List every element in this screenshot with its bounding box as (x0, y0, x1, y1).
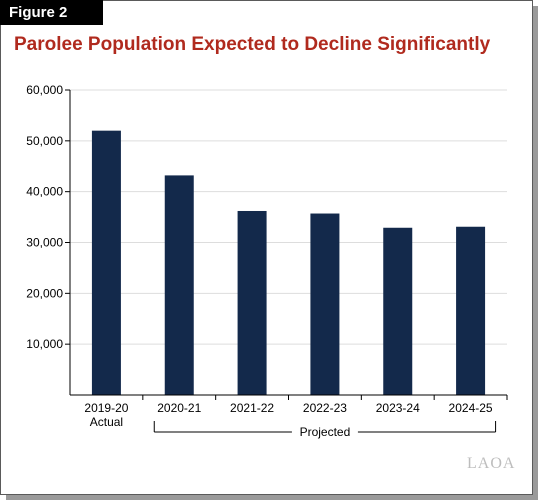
projected-bracket: Projected (153, 421, 497, 439)
gridlines (70, 89, 507, 345)
bar-2024-25 (456, 226, 486, 395)
bar-2019-20 (91, 130, 121, 395)
bar-2022-23 (310, 213, 340, 395)
x-tick-label: 2020-21 (157, 401, 201, 415)
x-tick-label: 2019-20 (84, 401, 128, 415)
figure-label: Figure 2 (0, 0, 103, 25)
x-tick-label: 2021-22 (230, 401, 274, 415)
y-tick-label: 20,000 (26, 286, 63, 300)
frame-shadow-right (533, 6, 538, 500)
y-axis-ticks: 10,000 20,000 30,000 40,000 50,000 60,000 (26, 83, 70, 351)
bracket-label-projected: Projected (300, 425, 351, 439)
x-tick-label: 2024-25 (449, 401, 493, 415)
x-tick-label: 2023-24 (376, 401, 420, 415)
y-tick-label: 30,000 (26, 236, 63, 250)
lao-logo-watermark: LAOA (467, 455, 516, 472)
x-sublabel-actual: Actual (90, 415, 123, 429)
chart-title: Parolee Population Expected to Decline S… (14, 34, 491, 55)
y-tick-label: 50,000 (26, 134, 63, 148)
frame-shadow-bottom (6, 495, 538, 500)
y-tick-label: 10,000 (26, 337, 63, 351)
bars (91, 130, 486, 395)
bar-2021-22 (237, 210, 267, 395)
bar-2020-21 (164, 175, 194, 395)
bar-2023-24 (383, 227, 413, 395)
x-tick-label: 2022-23 (303, 401, 347, 415)
y-tick-label: 60,000 (26, 83, 63, 97)
y-tick-label: 40,000 (26, 185, 63, 199)
